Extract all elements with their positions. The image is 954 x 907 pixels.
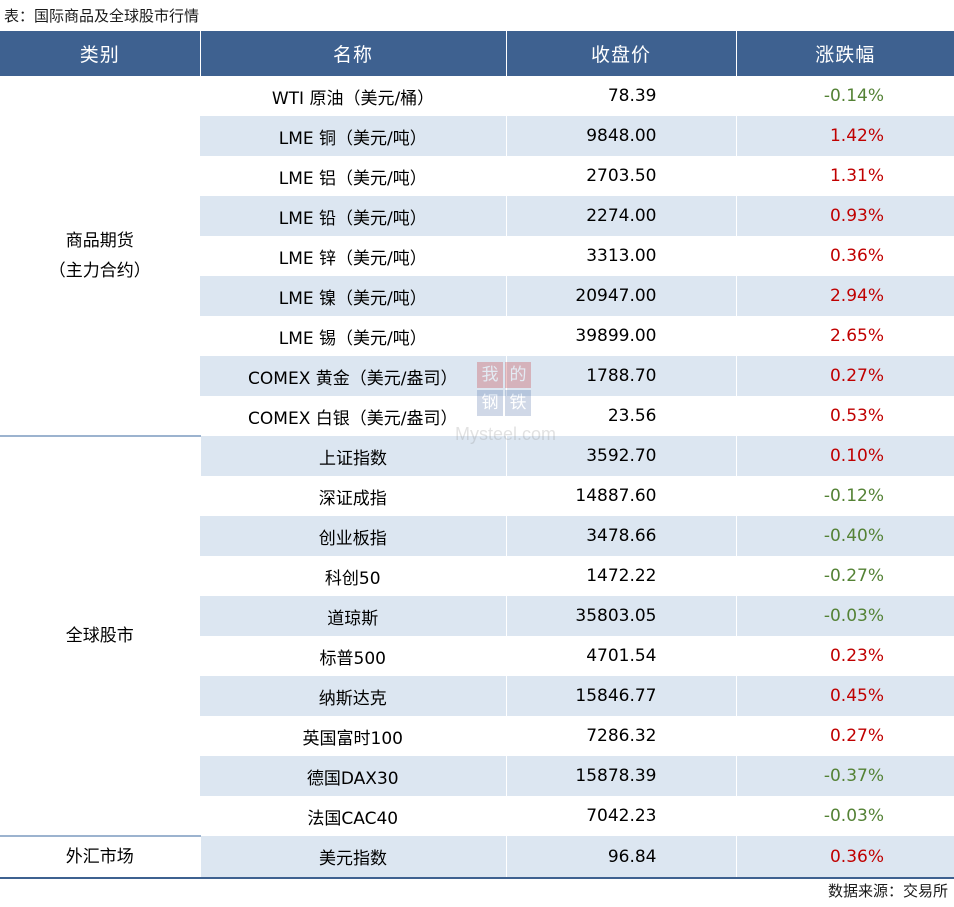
row-change: 2.94% (735, 276, 954, 316)
row-change: 0.27% (735, 356, 954, 396)
category-fx: 外汇市场 (0, 835, 200, 879)
row-change: 0.36% (735, 236, 954, 276)
row-name: 标普500 (319, 648, 386, 669)
category-stocks: 全球股市 (0, 435, 200, 836)
row-change: 0.45% (735, 676, 954, 716)
row-name: LME 锡（美元/吨） (278, 328, 427, 349)
table-row: 全球股市 上证指数 3592.70 0.10% (0, 435, 954, 836)
row-name: WTI 原油（美元/桶） (199, 76, 506, 116)
row-close: 7286.32 (505, 716, 736, 756)
market-table: 类别 名称 收盘价 涨跌幅 商品期货 （主力合约） WTI 原油（美元/桶） 7… (0, 31, 954, 879)
category-sublabel: （主力合约） (48, 260, 151, 281)
row-close: 9848.00 (505, 116, 736, 156)
category-label: 商品期货 (65, 230, 134, 251)
row-name: 德国DAX30 (200, 756, 506, 796)
row-close: 2274.00 (505, 196, 736, 236)
row-name: 法国CAC40 (307, 808, 399, 829)
row-name: 深证成指 (318, 488, 387, 509)
row-change: -0.14% (735, 76, 954, 116)
row-change: -0.40% (735, 516, 954, 556)
category-label: 全球股市 (65, 626, 134, 646)
table-row: 道琼斯 35803.05 -0.03% (0, 596, 954, 636)
row-name: 英国富时100 (302, 728, 403, 749)
table-row: COMEX 白银（美元/盎司） 23.56 0.53% (0, 396, 954, 436)
row-name: COMEX 黄金（美元/盎司） (200, 356, 506, 396)
table-row: LME 镍（美元/吨） 20947.00 2.94% (0, 276, 954, 316)
row-name: 道琼斯 (200, 596, 506, 636)
row-close: 20947.00 (505, 276, 736, 316)
header-category: 类别 (0, 31, 200, 76)
row-change: -0.12% (735, 476, 954, 516)
table-row: 外汇市场 美元指数 96.84 0.36% (0, 835, 954, 879)
row-close: 3592.70 (505, 436, 736, 476)
table-row: 纳斯达克 15846.77 0.45% (0, 676, 954, 716)
row-close: 1788.70 (505, 356, 736, 396)
table-row: 英国富时100 7286.32 0.27% (0, 716, 954, 756)
row-close: 3313.00 (505, 236, 736, 276)
row-change: -0.03% (735, 596, 954, 636)
header-row: 类别 名称 收盘价 涨跌幅 (0, 31, 954, 76)
row-name: LME 铝（美元/吨） (278, 168, 427, 189)
table-row: LME 铅（美元/吨） 2274.00 0.93% (0, 196, 954, 236)
row-name: LME 锌（美元/吨） (278, 248, 427, 269)
row-name: 上证指数 (199, 436, 506, 476)
row-change: 0.93% (735, 196, 954, 236)
row-change: 0.27% (735, 716, 954, 756)
row-change: 0.23% (735, 636, 954, 676)
row-close: 23.56 (505, 396, 736, 436)
row-change: 1.31% (735, 156, 954, 196)
row-close: 4701.54 (505, 636, 736, 676)
row-close: 1472.22 (505, 556, 736, 596)
table-row: 标普500 4701.54 0.23% (0, 636, 954, 676)
table-row: LME 锡（美元/吨） 39899.00 2.65% (0, 316, 954, 356)
data-source-note: 数据来源：交易所 (827, 882, 948, 900)
row-change: -0.37% (735, 756, 954, 796)
row-name: LME 铜（美元/吨） (200, 116, 506, 156)
table-row: 法国CAC40 7042.23 -0.03% (0, 796, 954, 836)
row-close: 15846.77 (505, 676, 736, 716)
table-row: 深证成指 14887.60 -0.12% (0, 476, 954, 516)
table-row: 德国DAX30 15878.39 -0.37% (0, 756, 954, 796)
table-row: LME 铝（美元/吨） 2703.50 1.31% (0, 156, 954, 196)
row-name: LME 镍（美元/吨） (200, 276, 506, 316)
category-label: 外汇市场 (65, 847, 134, 867)
row-close: 39899.00 (505, 316, 736, 356)
row-close: 78.39 (505, 76, 736, 116)
table-row: COMEX 黄金（美元/盎司） 1788.70 0.27% (0, 356, 954, 396)
header-change: 涨跌幅 (735, 31, 954, 76)
row-change: -0.27% (735, 556, 954, 596)
table-row: 创业板指 3478.66 -0.40% (0, 516, 954, 556)
row-name: 美元指数 (199, 836, 506, 879)
row-change: 0.36% (735, 836, 954, 879)
row-change: 0.53% (735, 396, 954, 436)
row-close: 3478.66 (505, 516, 736, 556)
table-row: 商品期货 （主力合约） WTI 原油（美元/桶） 78.39 -0.14% (0, 76, 954, 436)
row-change: 1.42% (735, 116, 954, 156)
row-change: -0.03% (735, 796, 954, 836)
table-row: LME 铜（美元/吨） 9848.00 1.42% (0, 116, 954, 156)
row-change: 2.65% (735, 316, 954, 356)
table-row: LME 锌（美元/吨） 3313.00 0.36% (0, 236, 954, 276)
category-commodities: 商品期货 （主力合约） (0, 76, 200, 436)
row-close: 2703.50 (505, 156, 736, 196)
row-name: COMEX 白银（美元/盎司） (248, 408, 458, 429)
row-close: 14887.60 (505, 476, 736, 516)
row-name: 科创50 (324, 568, 381, 589)
row-change: 0.10% (735, 436, 954, 476)
row-close: 35803.05 (505, 596, 736, 636)
row-close: 7042.23 (505, 796, 736, 836)
row-name: LME 铅（美元/吨） (200, 196, 506, 236)
table-row: 科创50 1472.22 -0.27% (0, 556, 954, 596)
table-caption: 表：国际商品及全球股市行情 (4, 7, 200, 25)
row-name: 创业板指 (200, 516, 506, 556)
header-close: 收盘价 (505, 31, 736, 76)
row-close: 96.84 (505, 836, 736, 879)
header-name: 名称 (199, 31, 506, 76)
row-close: 15878.39 (505, 756, 736, 796)
row-name: 纳斯达克 (200, 676, 506, 716)
